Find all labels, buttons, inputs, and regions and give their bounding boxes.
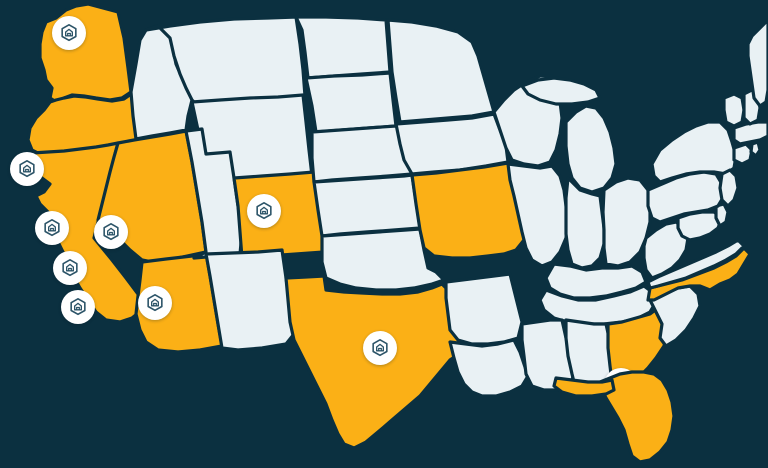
state-SD [304, 71, 398, 134]
location-marker-nevada[interactable] [94, 215, 128, 249]
location-marker-central-california[interactable] [35, 211, 69, 245]
hexagon-home-icon [613, 376, 629, 394]
location-marker-arizona[interactable] [138, 286, 172, 320]
location-marker-washington[interactable] [52, 16, 86, 50]
state-MN [386, 18, 496, 124]
hexagon-home-icon [372, 339, 388, 357]
state-VA [646, 238, 746, 290]
location-marker-southern-california[interactable] [53, 251, 87, 285]
state-VT [722, 92, 746, 128]
state-KS [312, 173, 422, 238]
hexagon-home-icon [62, 259, 78, 277]
location-marker-florida[interactable] [604, 368, 638, 402]
hexagon-home-icon [61, 24, 77, 42]
location-marker-colorado[interactable] [247, 194, 281, 228]
state-OK [320, 227, 446, 292]
state-IL [506, 162, 570, 268]
state-AR [444, 272, 524, 346]
state-NY [650, 120, 738, 184]
hexagon-home-icon [70, 298, 86, 316]
hexagon-home-icon [147, 294, 163, 312]
state-MI [564, 104, 618, 194]
hexagon-home-icon [103, 223, 119, 241]
hexagon-home-icon [256, 202, 272, 220]
location-marker-los-angeles[interactable] [61, 290, 95, 324]
state-RI [749, 140, 762, 158]
state-WA[interactable] [38, 2, 133, 104]
state-LA [448, 338, 530, 398]
location-marker-northern-california[interactable] [10, 152, 44, 186]
state-NJ [718, 168, 740, 208]
location-marker-texas[interactable] [363, 331, 397, 365]
state-CT [732, 142, 754, 166]
state-shapes-group [20, 2, 768, 450]
state-MI-upper [520, 76, 602, 106]
state-WV [642, 220, 690, 280]
state-ND [294, 15, 392, 80]
hexagon-home-icon [19, 160, 35, 178]
state-NM [204, 248, 296, 352]
state-IN [564, 176, 606, 270]
hexagon-home-icon [44, 219, 60, 237]
state-ME [746, 18, 768, 108]
